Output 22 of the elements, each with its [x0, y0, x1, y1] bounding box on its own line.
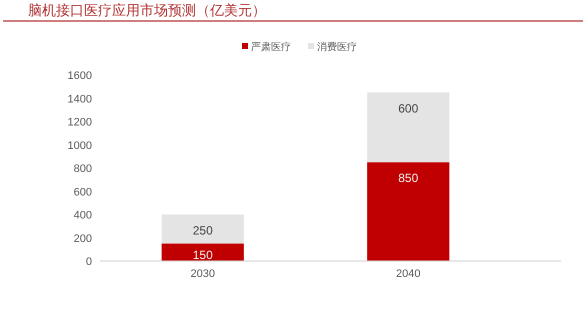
x-tick-label: 2040: [396, 268, 420, 280]
legend-label: 严肃医疗: [251, 41, 291, 53]
y-tick-label: 600: [74, 186, 92, 198]
bar: [367, 92, 450, 162]
bar: [162, 244, 244, 261]
y-tick-label: 0: [86, 256, 92, 268]
y-tick-label: 400: [74, 210, 92, 222]
data-label: 250: [192, 224, 214, 238]
x-tick-label: 2030: [190, 268, 215, 280]
legend-label: 消费医疗: [317, 41, 357, 53]
chart-title: 脑机接口医疗应用市场预测（亿美元）: [28, 3, 266, 19]
data-label: 850: [398, 171, 419, 186]
y-tick-label: 800: [74, 163, 92, 175]
y-tick-label: 200: [74, 232, 92, 245]
y-tick-label: 1400: [68, 93, 92, 106]
y-tick-label: 1600: [68, 70, 92, 82]
data-label: 150: [192, 248, 214, 262]
bar: [367, 162, 450, 261]
data-label: 600: [398, 101, 419, 116]
y-tick-label: 1000: [68, 140, 92, 152]
y-tick-label: 1200: [68, 116, 92, 128]
bar: [162, 214, 244, 244]
